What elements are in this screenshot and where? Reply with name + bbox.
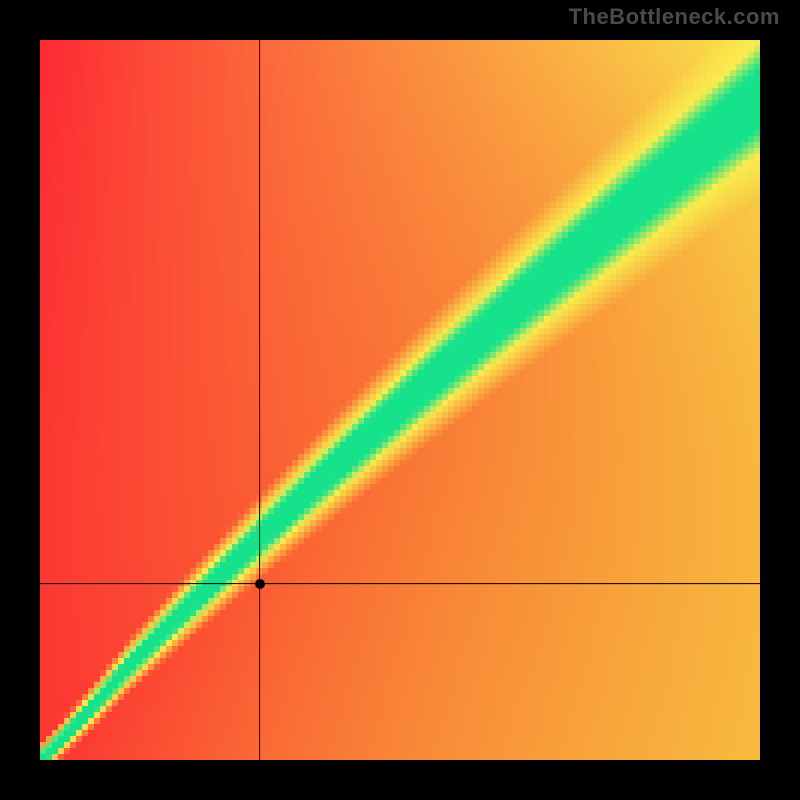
watermark-text: TheBottleneck.com bbox=[569, 4, 780, 30]
bottleneck-heatmap bbox=[40, 40, 760, 760]
chart-container: { "watermark": { "text": "TheBottleneck.… bbox=[0, 0, 800, 800]
